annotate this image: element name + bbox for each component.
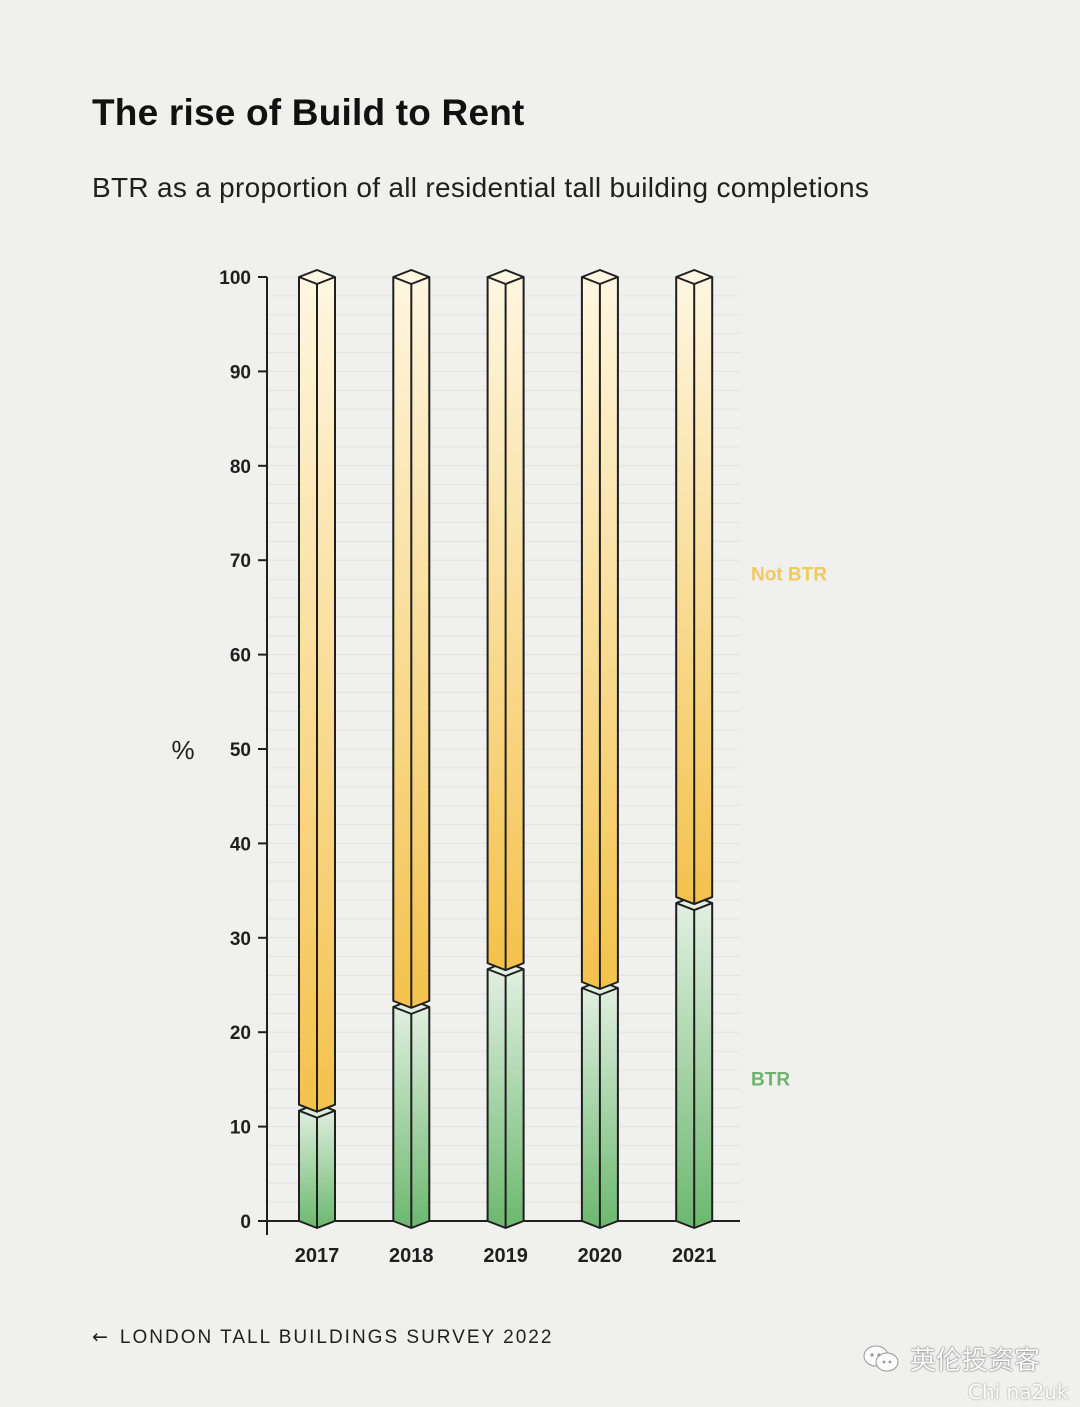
x-tick-label: 2021 xyxy=(672,1245,717,1267)
bar-not-btr-2019 xyxy=(486,269,525,972)
source-caption: ← LONDON TALL BUILDINGS SURVEY 2022 xyxy=(92,1326,553,1349)
back-arrow-icon: ← xyxy=(92,1326,110,1348)
y-tick-label: 70 xyxy=(230,551,251,572)
x-tick-label: 2020 xyxy=(578,1245,623,1267)
watermark-text: 英伦投资客 xyxy=(910,1346,1041,1376)
y-tick-label: 90 xyxy=(230,362,251,383)
legend-btr: BTR xyxy=(751,1069,790,1090)
chart-subtitle: BTR as a proportion of all residential t… xyxy=(92,172,870,203)
y-tick-label: 80 xyxy=(230,457,251,478)
x-tick-label: 2017 xyxy=(295,1245,340,1267)
y-tick-label: 20 xyxy=(230,1023,251,1044)
y-tick-label: 0 xyxy=(240,1212,251,1233)
y-tick-label: 40 xyxy=(230,834,251,855)
y-tick-label: 30 xyxy=(230,929,251,950)
y-tick-label: 50 xyxy=(230,740,251,761)
chat-bubbles-icon xyxy=(863,1345,899,1371)
bar-not-btr-2017 xyxy=(298,269,336,1113)
watermark-subtext: Chi na2uk xyxy=(968,1380,1069,1404)
bar-btr-2019 xyxy=(486,961,525,1229)
bar-btr-2018 xyxy=(392,998,431,1229)
labels: 0 10 20 30 40 50 60 70 80 90 100% 2017 2018 2019 2020 2… xyxy=(171,268,827,1267)
bar-not-btr-2018 xyxy=(392,269,431,1009)
stacked-bar-chart: 0 10 20 30 40 50 60 70 80 90 100% 2017 2018 2019 2020 2… xyxy=(171,268,827,1267)
legend-not-btr: Not BTR xyxy=(751,564,827,585)
y-tick-label: 100 xyxy=(219,268,251,289)
chart-title: The rise of Build to Rent xyxy=(92,92,525,133)
x-tick-label: 2019 xyxy=(483,1245,528,1267)
bar-btr-2017 xyxy=(298,1102,336,1229)
watermark: 英伦投资客 xyxy=(862,1340,1040,1377)
bar-not-btr-2020 xyxy=(580,269,619,990)
bars xyxy=(298,269,714,1229)
bar-btr-2021 xyxy=(675,895,714,1229)
y-tick-label: 60 xyxy=(230,646,251,667)
source-label: LONDON TALL BUILDINGS SURVEY 2022 xyxy=(119,1327,554,1348)
y-axis-label: % xyxy=(171,735,194,765)
x-tick-label: 2018 xyxy=(389,1245,434,1267)
bar-not-btr-2021 xyxy=(675,269,714,906)
y-tick-label: 10 xyxy=(230,1118,251,1139)
bar-btr-2020 xyxy=(580,980,619,1229)
